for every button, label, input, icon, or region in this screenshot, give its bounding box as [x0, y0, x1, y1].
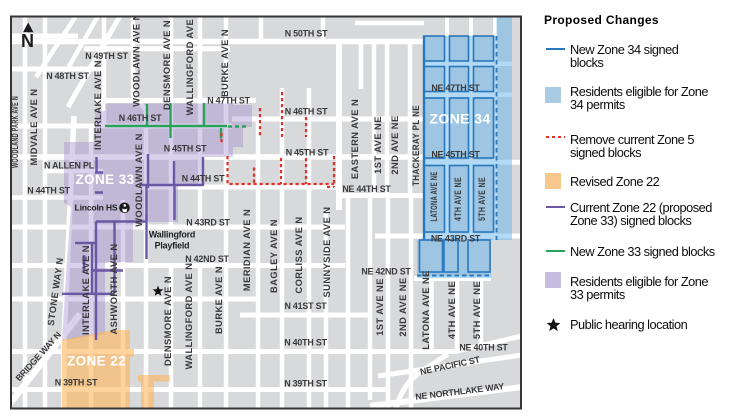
svg-text:BURKE AVE N: BURKE AVE N: [220, 29, 230, 97]
svg-text:LATONA AVE NE: LATONA AVE NE: [429, 172, 439, 222]
svg-text:N 45TH ST: N 45TH ST: [164, 144, 207, 154]
svg-text:4TH AVE NE: 4TH AVE NE: [453, 177, 463, 221]
svg-text:WOODLAWN AVE N: WOODLAWN AVE N: [132, 13, 142, 107]
svg-text:MERIDIAN AVE N: MERIDIAN AVE N: [242, 209, 252, 291]
svg-text:2ND AVE NE: 2ND AVE NE: [398, 277, 408, 336]
svg-text:N 46TH ST: N 46TH ST: [119, 113, 162, 123]
svg-text:2ND AVE NE: 2ND AVE NE: [390, 115, 400, 174]
svg-text:Playfield: Playfield: [155, 241, 190, 251]
svg-text:NE 42ND ST: NE 42ND ST: [361, 267, 411, 277]
svg-text:MIDVALE AVE N: MIDVALE AVE N: [29, 89, 39, 166]
svg-text:N 50TH ST: N 50TH ST: [285, 29, 328, 39]
svg-text:ZONE 33: ZONE 33: [75, 172, 134, 187]
svg-text:N ALLEN PL: N ALLEN PL: [44, 161, 95, 171]
svg-text:Lincoln HS: Lincoln HS: [75, 203, 118, 213]
svg-text:LATONA AVE NE: LATONA AVE NE: [421, 270, 431, 350]
svg-text:WOODLAND PARK AVE N: WOODLAND PARK AVE N: [10, 96, 20, 168]
svg-text:DENSMORE AVE N: DENSMORE AVE N: [163, 276, 173, 366]
svg-text:N 40TH ST: N 40TH ST: [284, 338, 327, 348]
svg-text:N 39TH ST: N 39TH ST: [284, 379, 327, 389]
svg-text:4TH AVE NE: 4TH AVE NE: [447, 281, 457, 339]
svg-text:DENSMORE AVE N: DENSMORE AVE N: [162, 20, 172, 110]
svg-text:N 39TH ST: N 39TH ST: [55, 378, 98, 388]
svg-text:N 46TH ST: N 46TH ST: [285, 107, 328, 117]
svg-text:THACKERAY PL NE: THACKERAY PL NE: [411, 105, 421, 186]
svg-text:ZONE 22: ZONE 22: [67, 354, 126, 369]
svg-text:N 49TH ST: N 49TH ST: [85, 51, 128, 61]
svg-text:N 42ND ST: N 42ND ST: [185, 254, 229, 264]
svg-text:N 44TH ST: N 44TH ST: [27, 186, 70, 196]
svg-text:N 41ST ST: N 41ST ST: [284, 301, 327, 311]
svg-text:N 43RD ST: N 43RD ST: [186, 218, 230, 228]
svg-text:1ST AVE NE: 1ST AVE NE: [375, 278, 385, 336]
svg-text:ZONE 34: ZONE 34: [429, 111, 490, 127]
svg-text:5TH AVE NE: 5TH AVE NE: [477, 177, 487, 221]
svg-text:WOODLAWN AVE N: WOODLAWN AVE N: [134, 133, 144, 227]
svg-text:INTERLAKE AVE N: INTERLAKE AVE N: [81, 245, 91, 335]
svg-text:N: N: [21, 31, 34, 51]
svg-text:ASHWORTH AVE N: ASHWORTH AVE N: [109, 243, 119, 334]
svg-text:1ST AVE NE: 1ST AVE NE: [373, 116, 383, 174]
svg-text:NE 45TH ST: NE 45TH ST: [431, 150, 480, 160]
svg-text:NE 40TH ST: NE 40TH ST: [459, 343, 508, 353]
svg-text:EASTERN AVE N: EASTERN AVE N: [350, 99, 360, 179]
svg-text:N 47TH ST: N 47TH ST: [207, 96, 250, 106]
svg-text:INTERLAKE AVE N: INTERLAKE AVE N: [93, 60, 103, 150]
svg-text:WALLINGFORD AVE N: WALLINGFORD AVE N: [185, 9, 195, 116]
svg-text:NE 43RD ST: NE 43RD ST: [431, 234, 481, 244]
svg-text:BAGLEY AVE N: BAGLEY AVE N: [269, 219, 279, 293]
svg-text:N 48TH ST: N 48TH ST: [46, 71, 89, 81]
svg-text:N 44TH ST: N 44TH ST: [182, 174, 225, 184]
svg-text:BURKE AVE N: BURKE AVE N: [214, 266, 224, 334]
svg-text:Wallingford: Wallingford: [149, 230, 195, 240]
svg-text:NE 44TH ST: NE 44TH ST: [342, 184, 391, 194]
svg-text:NE 47TH ST: NE 47TH ST: [431, 83, 480, 93]
svg-text:CORLISS AVE N: CORLISS AVE N: [294, 216, 304, 293]
svg-text:WALLINGFORD AVE N: WALLINGFORD AVE N: [184, 263, 194, 370]
svg-text:SUNNYSIDE AVE N: SUNNYSIDE AVE N: [322, 207, 332, 298]
svg-text:5TH AVE NE: 5TH AVE NE: [472, 281, 482, 339]
svg-text:N 45TH ST: N 45TH ST: [286, 148, 329, 158]
